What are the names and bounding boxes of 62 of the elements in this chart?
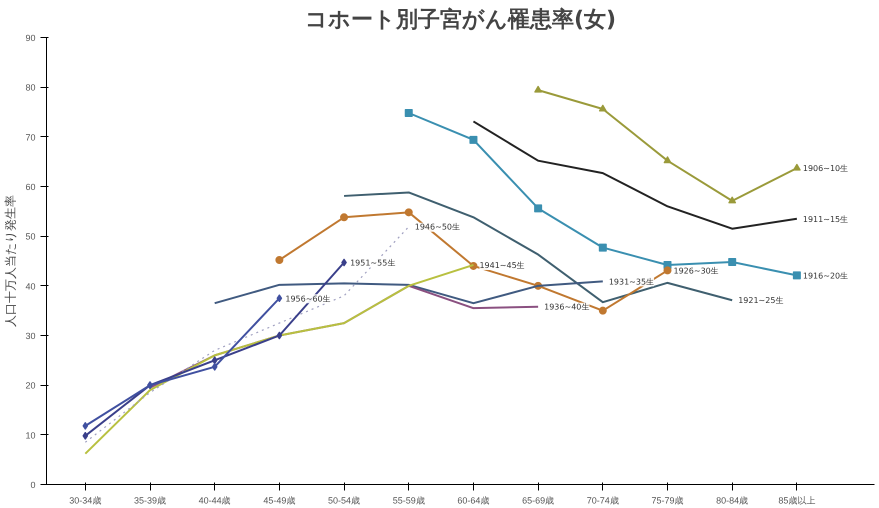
y-tick-label: 50	[25, 232, 36, 242]
x-tick-label: 70-74歳	[586, 496, 619, 506]
series-label: 1956~60生	[285, 294, 331, 304]
point	[664, 156, 672, 164]
y-tick-label: 80	[25, 82, 36, 93]
point	[404, 208, 413, 216]
series-label: 1946~50生	[414, 222, 460, 232]
x-tick-label: 45-49歳	[263, 496, 296, 506]
line-series	[343, 191, 734, 304]
point	[792, 271, 801, 280]
series-label: 1926~30生	[674, 266, 719, 276]
point	[276, 294, 282, 302]
chart-title: コホート別子宮がん罹患率(女)	[304, 6, 616, 32]
point	[404, 108, 413, 117]
x-tick-label: 65-69歳	[522, 496, 554, 506]
point	[469, 136, 478, 144]
line-series	[472, 120, 798, 230]
series-label: 1921~25生	[738, 296, 784, 306]
series-label: 1916~20生	[802, 271, 848, 280]
y-axis-title: 人口十万人当たり発生率	[3, 195, 18, 327]
y-tick-label: 70	[25, 132, 36, 142]
series-label: 1941~45生	[479, 260, 525, 270]
point	[276, 332, 282, 340]
x-tick-label: 30-34歳	[69, 496, 102, 506]
series-label: 1931~35生	[608, 277, 654, 286]
x-tick-label: 35-39歳	[134, 496, 166, 506]
y-tick-label: 0	[30, 480, 36, 490]
point	[82, 422, 88, 430]
x-tick-label: 55-59歳	[392, 496, 425, 506]
x-tick-label: 80-84歳	[716, 496, 748, 506]
point	[212, 356, 218, 364]
series-label: 1911~15生	[802, 214, 848, 224]
point	[534, 204, 542, 212]
line-series	[84, 226, 410, 443]
x-tick-label: 40-44歳	[198, 496, 231, 506]
point	[664, 266, 672, 274]
x-tick-label: 50-54歳	[328, 496, 360, 506]
y-tick-label: 40	[25, 281, 36, 292]
point	[212, 362, 218, 371]
point	[598, 244, 607, 252]
point	[341, 258, 347, 266]
x-tick-label: 60-64歳	[457, 496, 490, 506]
point	[534, 86, 542, 93]
line-series	[214, 280, 604, 304]
point	[82, 432, 88, 440]
point	[792, 164, 801, 171]
point	[598, 104, 607, 112]
x-tick-label: 75-79歳	[651, 496, 684, 506]
point	[728, 258, 736, 266]
point	[275, 256, 284, 264]
point	[340, 213, 348, 222]
y-tick-label: 30	[25, 331, 36, 341]
series-label: 1951~55生	[350, 258, 396, 268]
y-tick-label: 20	[25, 380, 36, 391]
y-tick-label: 10	[25, 430, 36, 440]
y-tick-label: 60	[25, 182, 36, 192]
series-label: 1936~40生	[544, 302, 590, 312]
point	[728, 196, 736, 204]
series-label: 1906~10生	[802, 164, 848, 174]
y-tick-label: 90	[25, 33, 36, 43]
x-tick-label: 85歳以上	[778, 496, 816, 506]
point	[598, 306, 607, 315]
